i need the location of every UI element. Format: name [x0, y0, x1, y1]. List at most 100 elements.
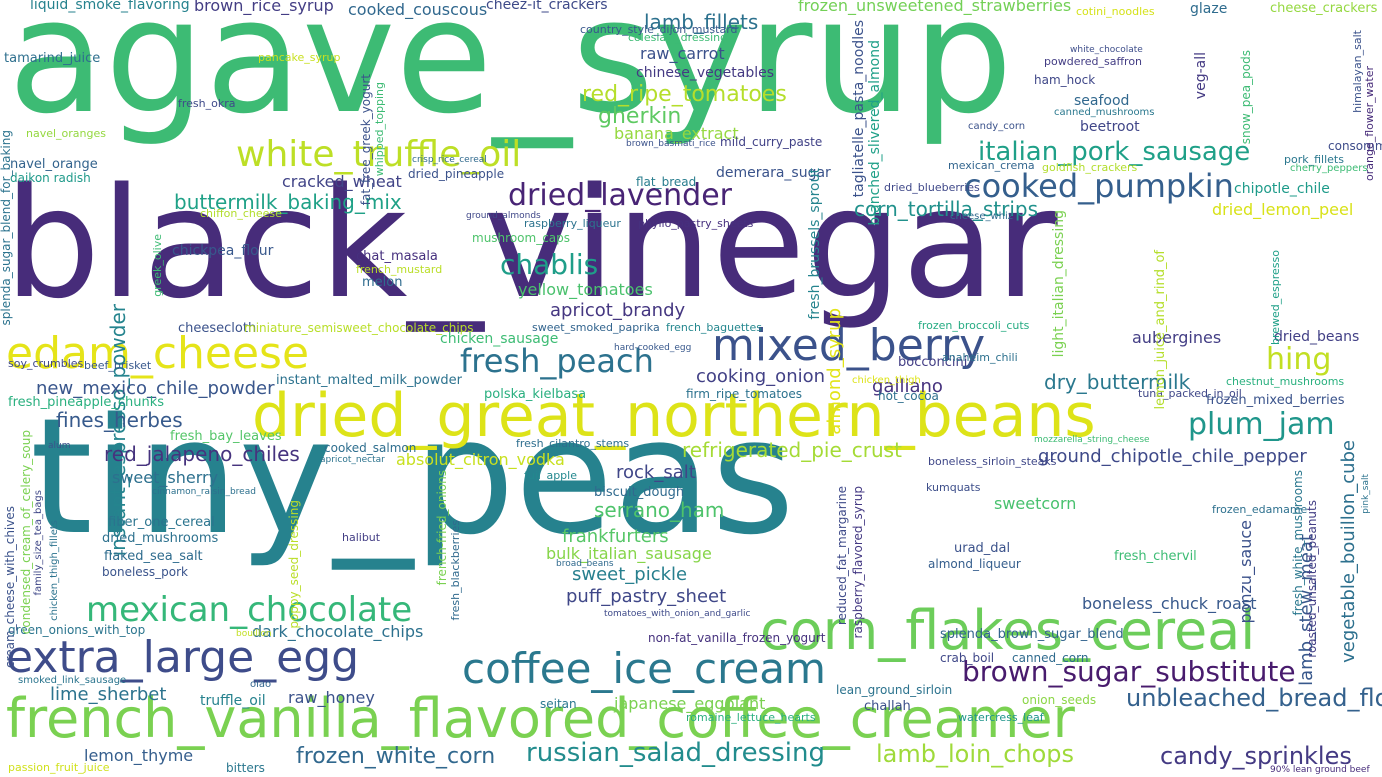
- word-coffee-ice-cream: coffee_ice_cream: [462, 644, 826, 693]
- word-serrano-ham: serrano_ham: [594, 498, 725, 522]
- word-refrigerated-pie-crust: refrigerated_pie_crust: [682, 438, 902, 462]
- word-passion-fruit-juice: passion_fruit_juice: [8, 761, 110, 774]
- word-fresh-peach: fresh_peach: [460, 342, 654, 380]
- word-chiffon-cheese: chiffon_cheese: [200, 207, 282, 220]
- word-fat-free-greek-yogurt: fat_free_greek_yogurt: [359, 74, 373, 206]
- word-black-vinegar: black_vinegar: [4, 155, 1058, 332]
- word-navel-oranges: navel_oranges: [26, 127, 106, 140]
- word-tagliatelle-pasta-noodles: tagliatelle_pasta_noodles: [851, 20, 867, 198]
- word-italian-pork-sausage: italian_pork_sausage: [978, 137, 1251, 167]
- word-dried-mushrooms: dried_mushrooms: [102, 531, 219, 546]
- word-buttermilk-baking-mix: buttermilk_baking_mix: [174, 190, 402, 214]
- word-absolut-citron-vodka: absolut_citron_vodka: [396, 450, 565, 469]
- word-dried-great-northern-beans: dried_great_northern_beans: [252, 381, 1096, 451]
- word-dried-lavender: dried_lavender: [508, 178, 732, 213]
- word-lamb-loin-chops: lamb_loin_chops: [876, 740, 1075, 768]
- word-almond-syrup: almond_syrup: [824, 308, 845, 435]
- word-french-mustard: french_mustard: [356, 263, 443, 276]
- word-ground-beef: 90% lean ground beef: [1270, 765, 1370, 775]
- word-polska-kielbasa: polska_kielbasa: [484, 387, 587, 402]
- word-unbleached-bread-flour: unbleached_bread_flour: [1126, 684, 1382, 712]
- word-brown-basmati-rice: brown_basmati_rice: [626, 139, 716, 149]
- word-ground-chipotle-chile-pepper: ground_chipotle_chile_pepper: [1038, 446, 1307, 467]
- word-condensed-cream-of-celery-soup: condensed_cream_of_celery_soup: [19, 430, 33, 635]
- word-cheese-crackers: cheese_crackers: [1270, 1, 1378, 16]
- word-pink-salt: pink_salt: [1361, 474, 1371, 514]
- word-fresh-blackberries: fresh_blackberries: [449, 520, 462, 621]
- word-frankfurters: frankfurters: [562, 526, 669, 547]
- word-cheez-it-crackers: cheez-it_crackers: [486, 0, 608, 13]
- word-roasted-unsalted-peanuts: roasted_unsalted_peanuts: [1305, 500, 1319, 658]
- word-poppy-seed-dressing: poppy_seed_dressing: [287, 500, 301, 629]
- word-snow-pea-pods: snow_pea_pods: [1239, 50, 1253, 145]
- word-hot-cocoa: hot_cocoa: [878, 389, 939, 403]
- word-crab-boil: crab_boil: [940, 651, 995, 665]
- word-fines-herbes: fines_herbes: [56, 408, 183, 432]
- word-raspberry-liqueur: raspberry_liqueur: [524, 217, 621, 230]
- word-broad-beans: broad_beans: [556, 559, 614, 569]
- word-apricot-brandy: apricot_brandy: [550, 300, 686, 321]
- word-mixed-berry: mixed_berry: [712, 320, 986, 371]
- word-veg-all: veg-all: [1193, 52, 1209, 100]
- word-new-mexico-chile-powder: new_mexico_chile_powder: [36, 378, 275, 399]
- word-bread-espresso: brewed_espresso: [1269, 250, 1282, 345]
- word-russian-salad-dressing: russian_salad_dressing: [526, 738, 825, 768]
- word-cooking-onion: cooking_onion: [696, 366, 826, 387]
- word-watercress-leaf: watercress_leaf: [958, 711, 1044, 724]
- word-chinese-vegetables: chinese_vegetables: [636, 65, 775, 81]
- word-mushroom-caps: mushroom_caps: [472, 231, 571, 245]
- word-cotini-noodles: cotini_noodles: [1076, 5, 1155, 18]
- word-white-truffle-oil: white_truffle_oil: [236, 134, 522, 175]
- word-green-onions-with-top: green_onions_with_top: [8, 623, 146, 637]
- word-fresh-white-mushrooms: fresh_white_mushrooms: [1291, 470, 1305, 616]
- word-white-chocolate: white_chocolate: [1070, 45, 1143, 55]
- word-miniature-semisweet-chocolate-chips: miniature_semisweet_chocolate_chips: [244, 321, 474, 335]
- word-chablis: chablis: [500, 248, 599, 281]
- word-gherkin: gherkin: [598, 104, 682, 129]
- word-frozen-unsweetened-strawberries: frozen_unsweetened_strawberries: [798, 0, 1072, 15]
- word-mild-curry-paste: mild_curry_paste: [720, 135, 823, 149]
- word-dark-chocolate-chips: dark_chocolate_chips: [252, 622, 424, 641]
- word-extra-large-egg: extra_large_egg: [6, 632, 360, 683]
- word-bouillon: bouillon: [236, 629, 272, 639]
- word-pancake-syrup: pancake_syrup: [258, 51, 341, 64]
- word-fuji-apple: fuji_apple: [524, 469, 577, 482]
- word-beetroot: beetroot: [1080, 119, 1140, 135]
- word-biscuit-dough: biscuit_dough: [594, 485, 685, 500]
- word-tamarind-juice: tamarind_juice: [4, 51, 101, 66]
- word-fresh-brussels-sprout: fresh_brussels_sprout: [807, 168, 823, 320]
- word-himalayan-salt: himalayan_salt: [1351, 30, 1364, 113]
- word-mexican-crema: mexican_crema: [948, 159, 1035, 172]
- word-fresh-cilantro-stems: fresh_cilantro_stems: [516, 437, 630, 450]
- word-boneless-pork: boneless_pork: [102, 565, 189, 579]
- word-french-baguettes: french_baguettes: [666, 321, 762, 334]
- word-mexican-chocolate: mexican_chocolate: [86, 590, 413, 630]
- word-agave-syrup: agave_syrup: [8, 0, 1013, 149]
- word-chickpea-flour: chickpea_flour: [172, 243, 274, 259]
- word-cooked-couscous: cooked_couscous: [348, 0, 488, 19]
- word-candy-sprinkles: candy_sprinkles: [1160, 742, 1352, 770]
- word-tomatoes-with-onion-and-garlic: tomatoes_with_onion_and_garlic: [604, 609, 751, 619]
- word-coleslaw-dressing: coleslaw_dressing: [628, 31, 728, 44]
- word-corn-flakes-cereal: corn_flakes_cereal: [760, 599, 1256, 662]
- word-splenda-brown-sugar-blend: splenda_brown_sugar_blend: [940, 627, 1124, 642]
- word-phyllo-pastry-sheets: phyllo_pastry_sheets: [638, 217, 754, 230]
- word-yellow-tomatoes: yellow_tomatoes: [518, 280, 653, 299]
- word-urad-dal: urad_dal: [954, 541, 1011, 556]
- word-bitters: bitters: [226, 761, 265, 775]
- word-truffle-oil: truffle_oil: [200, 693, 266, 709]
- word-frozen-white-corn: frozen_white_corn: [296, 744, 496, 769]
- word-beef-brisket: beef_brisket: [84, 359, 152, 372]
- word-hing: hing: [1266, 342, 1332, 377]
- word-ham-hock: ham_hock: [1034, 73, 1096, 87]
- word-bocconcini: bocconcini: [898, 355, 968, 370]
- word-blanched-slivered-almond: blanched_slivered_almond: [867, 40, 883, 226]
- word-lemon-thyme: lemon_thyme: [84, 746, 194, 765]
- word-smoked-link-sausage: smoked_link_sausage: [18, 675, 127, 686]
- word-cracked-wheat: cracked_wheat: [282, 172, 402, 191]
- word-frozen-broccoli-cuts: frozen_broccoli_cuts: [918, 319, 1030, 332]
- word-apricot-nectar: apricot_nectar: [320, 455, 385, 465]
- word-tuna-packed-in-oil: tuna_packed_in_oil: [1138, 387, 1242, 400]
- word-flat-bread: flat_bread: [636, 175, 697, 189]
